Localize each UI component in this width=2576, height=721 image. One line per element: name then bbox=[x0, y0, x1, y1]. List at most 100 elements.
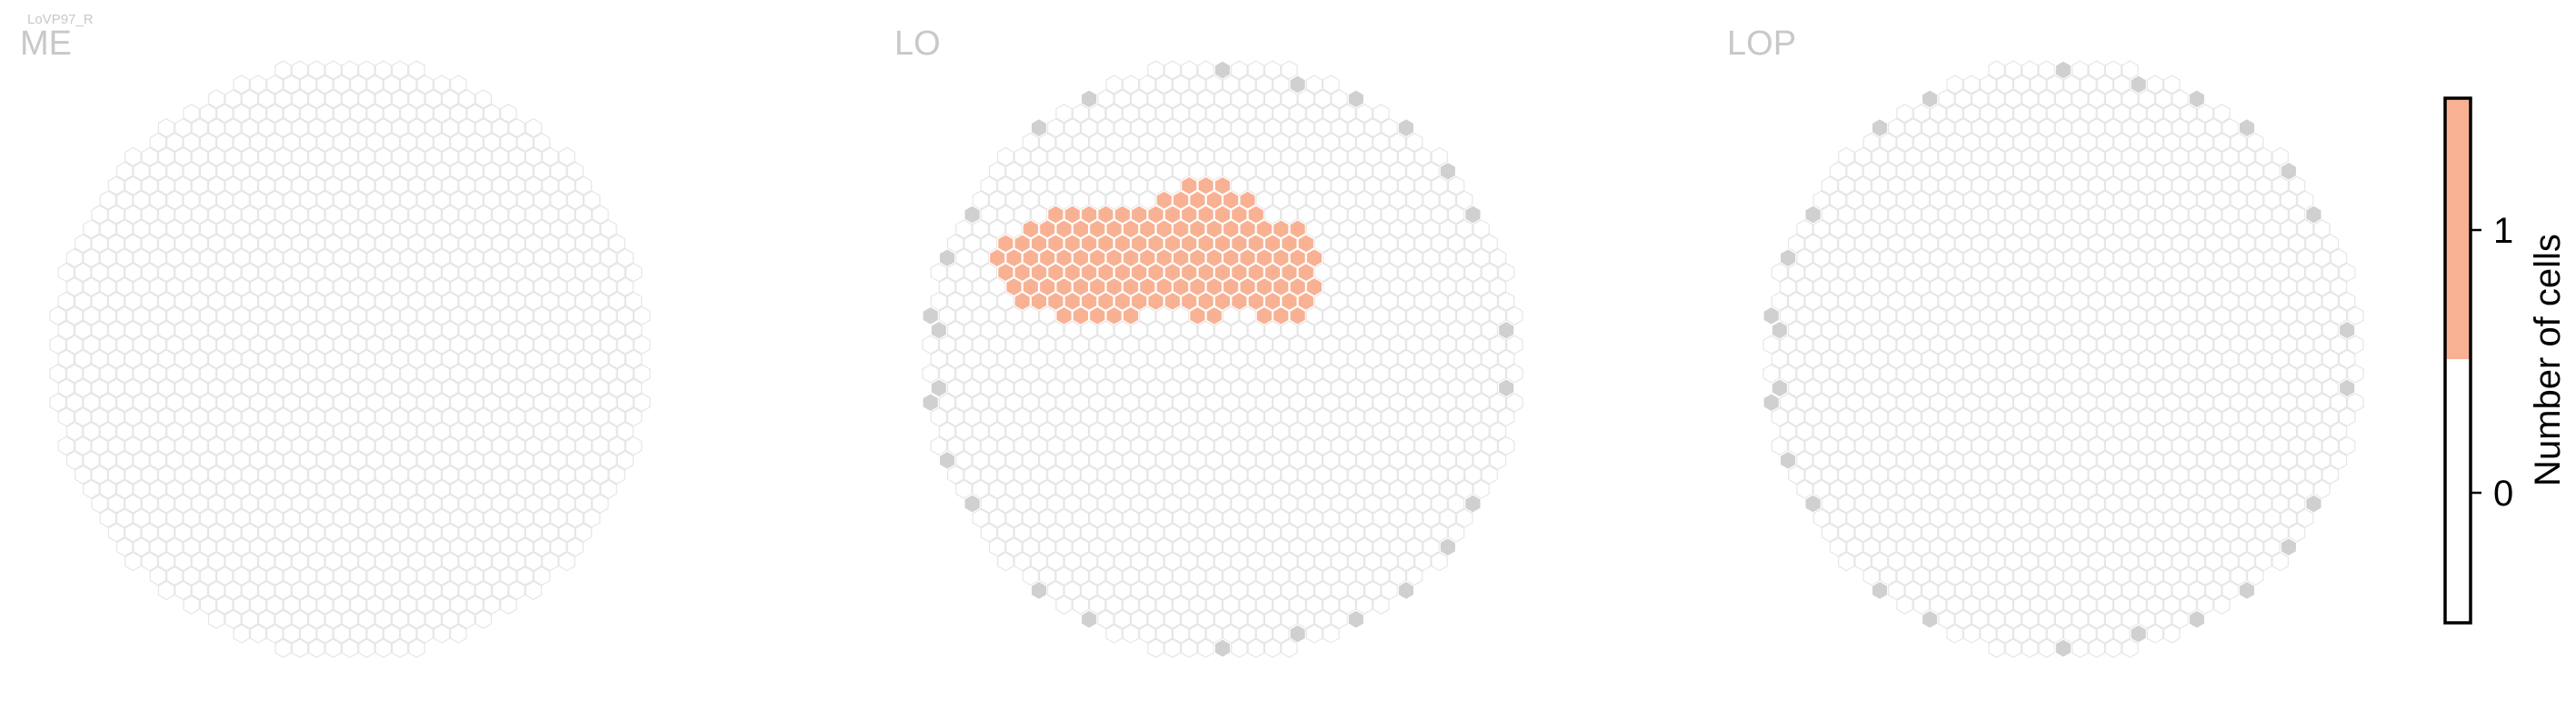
hex-cell bbox=[2297, 364, 2314, 384]
hex-cell bbox=[483, 508, 501, 528]
hex-cell bbox=[1946, 132, 1963, 153]
hex-cell bbox=[316, 219, 334, 239]
hex-cell-count-1 bbox=[1289, 305, 1306, 325]
hex-cell bbox=[533, 479, 551, 499]
hex-cell bbox=[333, 595, 351, 615]
hex-cell bbox=[57, 436, 75, 456]
hex-cell bbox=[1423, 335, 1440, 355]
hex-cell bbox=[1139, 624, 1156, 644]
hex-cell bbox=[358, 291, 375, 312]
hex-cell bbox=[1113, 320, 1132, 340]
hex-cell bbox=[980, 465, 998, 485]
hex-cell bbox=[2038, 406, 2055, 427]
hex-cell bbox=[2238, 262, 2256, 283]
hex-cell-count-1 bbox=[1197, 234, 1214, 254]
hex-cell bbox=[1980, 276, 1997, 297]
hex-cell bbox=[2321, 234, 2339, 254]
hex-cell bbox=[1088, 335, 1106, 355]
hex-cell bbox=[283, 479, 300, 499]
hex-cell bbox=[988, 161, 1006, 181]
hex-cell bbox=[1038, 537, 1056, 557]
hex-cell bbox=[1139, 104, 1156, 124]
hex-cell bbox=[241, 205, 259, 225]
hex-cell bbox=[2072, 436, 2089, 456]
hex-cell bbox=[1880, 537, 1897, 557]
hex-cell bbox=[508, 175, 525, 195]
hex-cell bbox=[2096, 421, 2114, 442]
hex-cell bbox=[1381, 523, 1398, 543]
hex-cell bbox=[1172, 104, 1190, 124]
hex-cell bbox=[1996, 248, 2013, 268]
hex-cell bbox=[2271, 291, 2289, 312]
hex-cell bbox=[1247, 89, 1265, 109]
hex-cell bbox=[2080, 421, 2097, 442]
hex-cell bbox=[2180, 421, 2197, 442]
hex-cell bbox=[383, 393, 401, 413]
hex-cell bbox=[450, 595, 467, 615]
hex-cell bbox=[450, 75, 467, 95]
hex-cell bbox=[1305, 132, 1323, 153]
hex-cell bbox=[2072, 60, 2089, 80]
hex-cell bbox=[2196, 190, 2214, 210]
hex-cell bbox=[291, 378, 309, 398]
hex-cell bbox=[1389, 248, 1407, 268]
hex-cell bbox=[1796, 305, 1813, 325]
hex-cell bbox=[2138, 465, 2156, 485]
hex-cell bbox=[266, 190, 284, 210]
hex-cell bbox=[341, 609, 359, 629]
hex-cell bbox=[1431, 349, 1448, 369]
hex-cell bbox=[2080, 508, 2097, 528]
hex-cell bbox=[257, 175, 275, 195]
hex-cell bbox=[1779, 335, 1797, 355]
hex-cell bbox=[1189, 421, 1206, 442]
hex-cell bbox=[997, 551, 1014, 572]
hex-cell bbox=[1305, 190, 1323, 210]
hex-cell bbox=[1139, 479, 1156, 499]
hex-cell bbox=[1796, 421, 1813, 442]
hex-cell bbox=[299, 219, 317, 239]
hex-cell bbox=[83, 305, 100, 325]
hex-cell bbox=[1122, 75, 1140, 95]
hex-cell bbox=[2271, 436, 2289, 456]
hex-cell bbox=[433, 104, 451, 124]
hex-cell bbox=[997, 494, 1014, 514]
hex-cell bbox=[483, 248, 501, 268]
hex-cell bbox=[1139, 537, 1156, 557]
hex-cell bbox=[1122, 421, 1140, 442]
hex-cell bbox=[2180, 595, 2197, 615]
hex-cell bbox=[1954, 234, 1972, 254]
hex-cell bbox=[1821, 494, 1839, 514]
hex-cell bbox=[1405, 537, 1423, 557]
hex-cell bbox=[199, 508, 217, 528]
hex-cell bbox=[2038, 551, 2055, 572]
hex-cell bbox=[257, 320, 275, 340]
hex-cell bbox=[1097, 465, 1114, 485]
hex-cell bbox=[433, 132, 451, 153]
hex-cell bbox=[216, 508, 234, 528]
hex-cell bbox=[458, 262, 475, 283]
hex-cell-count-1 bbox=[1105, 305, 1123, 325]
hex-cell bbox=[308, 523, 325, 543]
hex-cell bbox=[988, 190, 1006, 210]
hex-cell-count-1 bbox=[1272, 248, 1290, 268]
hex-cell bbox=[566, 335, 584, 355]
hex-cell bbox=[275, 60, 292, 80]
hex-cell-count-1 bbox=[1180, 262, 1198, 283]
hex-cell bbox=[1130, 349, 1148, 369]
hex-cell bbox=[2122, 349, 2139, 369]
hex-cell bbox=[225, 378, 242, 398]
hex-cell bbox=[157, 205, 175, 225]
hex-cell bbox=[1331, 523, 1348, 543]
hex-cell bbox=[2022, 494, 2039, 514]
hex-cell bbox=[566, 248, 584, 268]
hex-cell bbox=[1055, 364, 1073, 384]
hex-cell bbox=[1038, 566, 1056, 586]
hex-cell bbox=[1888, 580, 1905, 601]
hex-cell bbox=[1347, 175, 1365, 195]
hex-cell bbox=[299, 104, 317, 124]
hex-cell bbox=[1347, 117, 1365, 138]
hex-cell bbox=[1155, 132, 1173, 153]
hex-cell bbox=[1088, 393, 1106, 413]
hex-cell bbox=[383, 421, 401, 442]
hex-cell bbox=[1289, 566, 1306, 586]
